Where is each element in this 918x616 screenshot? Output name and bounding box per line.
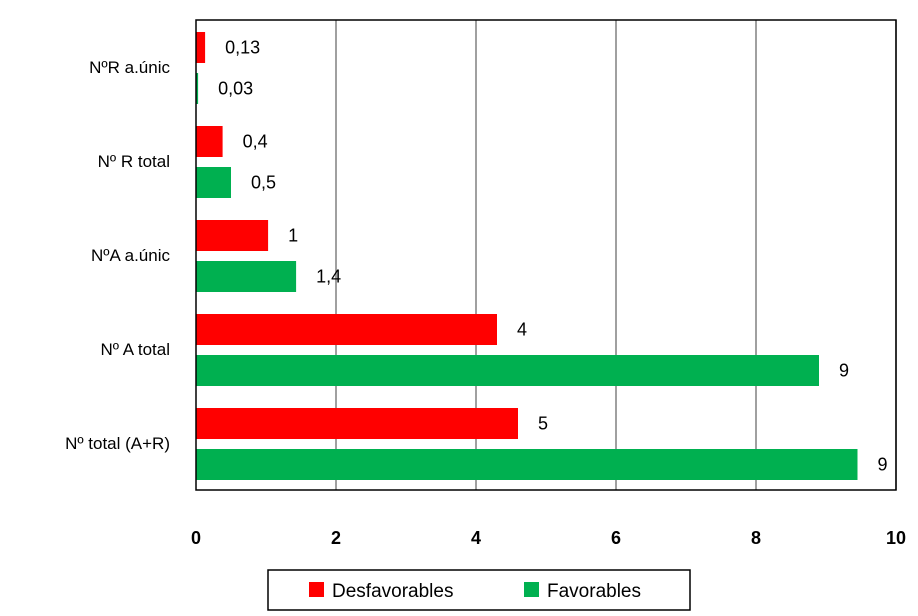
labels: 0 2 4 6 8 10 Nº total (A+R) 5 9 Nº A total 4 9 NºA a…: [65, 38, 906, 549]
data-label: 4: [517, 320, 527, 340]
legend-label-desfavorables: Desfavorables: [332, 581, 453, 602]
bar-favorables: [196, 73, 199, 104]
data-label: 1: [288, 226, 298, 246]
axes: [195, 19, 897, 491]
legend-label-favorables: Favorables: [547, 581, 641, 602]
data-label: 9: [878, 455, 888, 475]
bar-desfavorables: [196, 408, 518, 439]
x-tick-label: 8: [751, 528, 761, 548]
x-tick-label: 10: [886, 528, 906, 548]
bar-favorables: [196, 167, 231, 198]
plot-frame: [195, 19, 897, 491]
category-label: Nº A total: [100, 340, 170, 359]
x-tick-label: 2: [331, 528, 341, 548]
legend: Desfavorables Favorables: [267, 569, 691, 611]
bar-favorables: [196, 261, 297, 292]
data-label: 0,4: [243, 132, 268, 152]
legend-swatch-favorables: [524, 582, 539, 597]
category-label: NºR a.únic: [89, 58, 170, 77]
category-label: NºA a.únic: [91, 246, 170, 265]
bar-favorables: [196, 355, 819, 386]
bars: [196, 32, 858, 480]
x-tick-label: 0: [191, 528, 201, 548]
legend-box: [267, 569, 691, 611]
bar-desfavorables: [196, 32, 206, 63]
data-label: 0,5: [251, 173, 276, 193]
data-label: 9: [839, 361, 849, 381]
bar-desfavorables: [196, 314, 497, 345]
x-tick-label: 6: [611, 528, 621, 548]
bar-favorables: [196, 449, 858, 480]
bar-desfavorables: [196, 220, 269, 251]
data-label: 5: [538, 414, 548, 434]
category-label: Nº total (A+R): [65, 434, 170, 453]
x-tick-label: 4: [471, 528, 481, 548]
data-label: 0,13: [225, 38, 260, 58]
legend-swatch-desfavorables: [309, 582, 324, 597]
data-label: 0,03: [218, 79, 253, 99]
data-label: 1,4: [316, 267, 341, 287]
bar-desfavorables: [196, 126, 223, 157]
category-label: Nº R total: [98, 152, 170, 171]
